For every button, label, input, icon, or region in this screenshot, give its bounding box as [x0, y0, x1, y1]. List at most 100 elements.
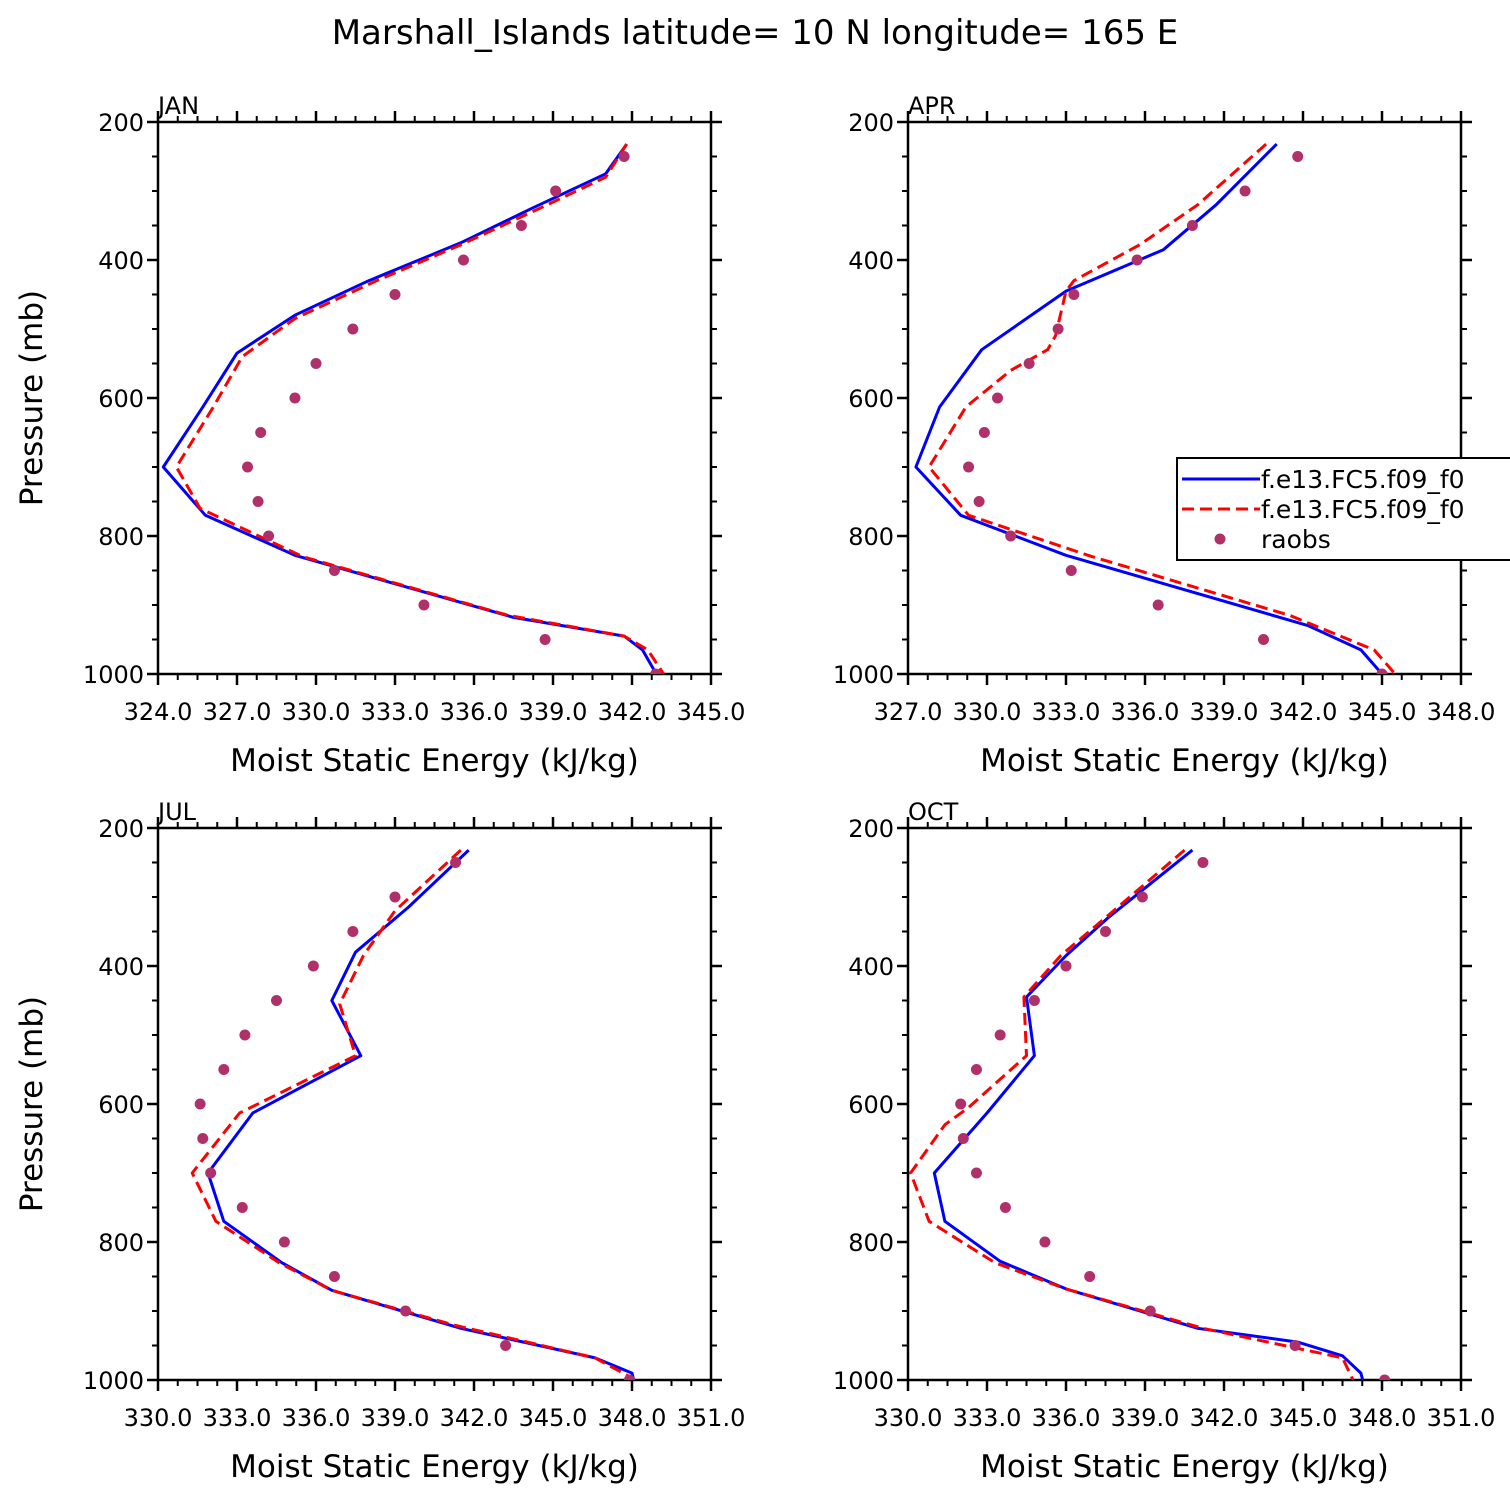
- raobs-point: [457, 254, 469, 266]
- panel-title: OCT: [908, 798, 959, 826]
- y-tick-label: 200: [98, 815, 144, 843]
- x-tick-label: 330.0: [874, 1404, 943, 1432]
- raobs-point: [239, 1029, 251, 1041]
- x-tick-label: 336.0: [282, 1404, 351, 1432]
- raobs-point: [994, 1029, 1006, 1041]
- raobs-point: [418, 599, 430, 611]
- legend-label: raobs: [1261, 525, 1331, 554]
- y-tick-label: 600: [98, 1091, 144, 1119]
- raobs-point: [1084, 1271, 1096, 1282]
- raobs-point: [289, 392, 301, 404]
- model-dashed-line: [927, 142, 1397, 674]
- legend-marker: [1214, 533, 1226, 545]
- raobs-point: [255, 427, 267, 438]
- raobs-point: [1023, 358, 1035, 369]
- raobs-point: [347, 323, 359, 335]
- model-solid-line: [914, 143, 1384, 674]
- raobs-point: [450, 857, 462, 868]
- raobs-point: [252, 496, 264, 507]
- x-tick-label: 330.0: [124, 1404, 193, 1432]
- raobs-point: [1068, 289, 1080, 300]
- x-tick-label: 333.0: [203, 1404, 272, 1432]
- raobs-point: [1152, 599, 1164, 611]
- raobs-point: [618, 151, 630, 162]
- raobs-point: [307, 960, 319, 972]
- raobs-point: [389, 891, 401, 903]
- raobs-point: [1144, 1305, 1156, 1317]
- x-tick-label: 351.0: [1427, 1404, 1496, 1432]
- y-tick-label: 1000: [83, 1367, 144, 1395]
- y-tick-label: 800: [848, 523, 894, 551]
- x-tick-label: 333.0: [361, 698, 430, 726]
- x-tick-label: 342.0: [440, 1404, 509, 1432]
- x-tick-label: 345.0: [1348, 698, 1417, 726]
- raobs-point: [242, 461, 254, 473]
- raobs-point: [1136, 891, 1148, 903]
- x-tick-label: 327.0: [203, 698, 272, 726]
- figure-title: Marshall_Islands latitude= 10 N longitud…: [332, 13, 1179, 53]
- y-tick-label: 400: [98, 247, 144, 275]
- legend-label: f.e13.FC5.f09_f0: [1261, 495, 1465, 524]
- y-tick-label: 200: [98, 109, 144, 137]
- series-group: [914, 142, 1397, 674]
- y-tick-label: 600: [848, 1091, 894, 1119]
- raobs-point: [970, 1167, 982, 1179]
- raobs-point: [347, 926, 359, 937]
- raobs-point: [1186, 220, 1198, 231]
- y-tick-label: 400: [98, 953, 144, 981]
- x-tick-label: 333.0: [953, 1404, 1022, 1432]
- raobs-point: [1052, 323, 1064, 335]
- x-tick-label: 351.0: [677, 1404, 746, 1432]
- x-tick-label: 345.0: [677, 698, 746, 726]
- panel-title: APR: [908, 92, 956, 120]
- x-tick-label: 348.0: [598, 1404, 667, 1432]
- raobs-point: [623, 1374, 635, 1380]
- raobs-point: [205, 1167, 217, 1179]
- raobs-point: [550, 185, 562, 197]
- raobs-point: [1005, 530, 1017, 542]
- x-tick-label: 336.0: [1032, 1404, 1101, 1432]
- raobs-point: [1292, 151, 1304, 162]
- x-tick-label: 342.0: [1190, 1404, 1259, 1432]
- x-tick-label: 327.0: [874, 698, 943, 726]
- raobs-point: [955, 1098, 967, 1110]
- x-tick-label: 342.0: [598, 698, 667, 726]
- raobs-point: [1376, 668, 1388, 674]
- raobs-point: [992, 392, 1004, 404]
- x-tick-label: 345.0: [519, 1404, 588, 1432]
- y-tick-label: 600: [98, 385, 144, 413]
- raobs-point: [515, 220, 527, 231]
- raobs-point: [310, 358, 322, 369]
- raobs-point: [1039, 1236, 1051, 1248]
- x-tick-label: 339.0: [519, 698, 588, 726]
- raobs-point: [1197, 857, 1209, 868]
- x-tick-label: 348.0: [1427, 698, 1496, 726]
- raobs-point: [389, 289, 401, 300]
- model-dashed-line: [909, 848, 1355, 1380]
- series-group: [161, 143, 665, 674]
- raobs-point: [218, 1064, 230, 1075]
- raobs-point: [1258, 634, 1269, 645]
- raobs-point: [1065, 565, 1077, 576]
- x-tick-label: 336.0: [1111, 698, 1180, 726]
- model-solid-line: [161, 143, 659, 674]
- raobs-point: [328, 565, 340, 576]
- y-tick-label: 800: [848, 1229, 894, 1257]
- y-tick-label: 800: [98, 523, 144, 551]
- raobs-point: [978, 427, 990, 438]
- y-tick-label: 600: [848, 385, 894, 413]
- series-group: [909, 848, 1391, 1380]
- panel-jul: JUL 330.0 333.0 336.0 339.0 342.0 345.0 348.0 35…: [14, 798, 745, 1485]
- legend-label: f.e13.FC5.f09_f0: [1261, 465, 1465, 494]
- y-tick-label: 800: [98, 1229, 144, 1257]
- raobs-point: [1379, 1374, 1391, 1380]
- raobs-point: [1289, 1340, 1301, 1351]
- plot-frame: [156, 826, 713, 1382]
- x-axis-label: Moist Static Energy (kJ/kg): [230, 743, 639, 779]
- raobs-point: [1239, 185, 1251, 197]
- x-axis-label: Moist Static Energy (kJ/kg): [980, 1449, 1389, 1485]
- raobs-point: [400, 1305, 412, 1317]
- x-tick-label: 339.0: [1111, 1404, 1180, 1432]
- raobs-point: [236, 1202, 248, 1213]
- y-tick-label: 400: [848, 953, 894, 981]
